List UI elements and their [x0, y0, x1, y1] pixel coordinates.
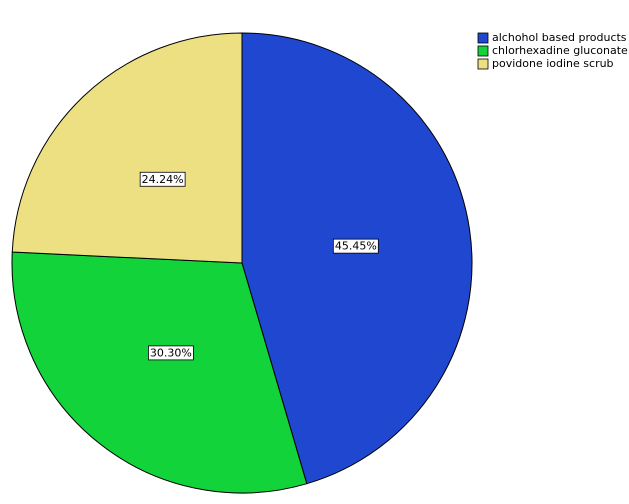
data-label-group: 24.24% [139, 171, 186, 187]
legend-swatch [477, 45, 489, 57]
data-label-box [332, 238, 379, 254]
pie-slice [11, 251, 308, 494]
data-label-group: 30.30% [148, 345, 194, 361]
pie-slice [241, 32, 473, 485]
legend-swatch [477, 32, 489, 44]
legend-label: chlorhexadine gluconate [492, 44, 628, 57]
pie-slice [11, 32, 243, 264]
legend-label: alchohol based products [492, 31, 627, 44]
data-label: 30.30% [150, 346, 192, 359]
data-label-box [139, 171, 186, 187]
legend-label: povidone iodine scrub [492, 57, 614, 70]
data-label: 45.45% [335, 240, 377, 253]
data-label-box [148, 345, 194, 361]
legend-swatch [477, 58, 489, 70]
data-label-group: 45.45% [332, 238, 379, 254]
data-label: 24.24% [142, 173, 184, 186]
